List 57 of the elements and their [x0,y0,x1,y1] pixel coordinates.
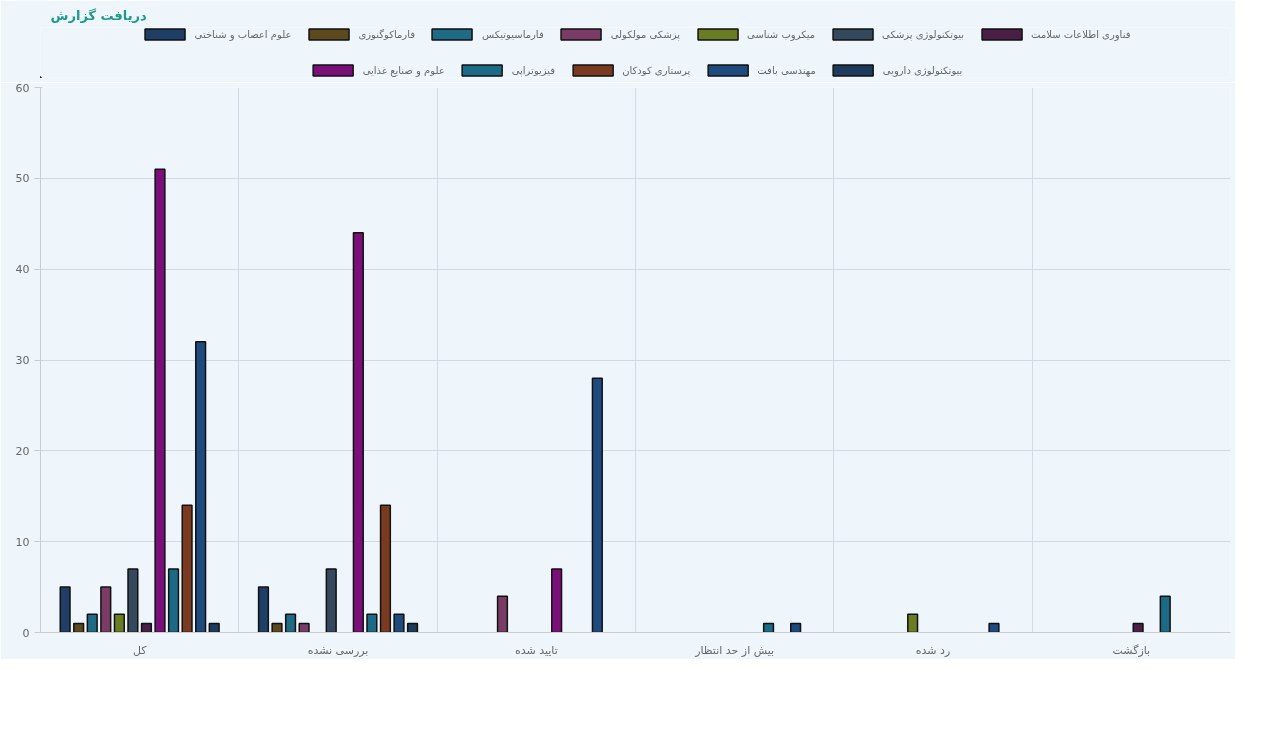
legend-label: علوم و صنایع غذایی [362,64,445,76]
bar [271,622,283,633]
y-tick-label: 60 [15,81,30,95]
bar [298,622,310,633]
bar [113,613,125,633]
x-tick-label: بررسی نشده [307,643,369,657]
x-tick-label: بیش از حد انتظار [694,643,775,657]
legend-label: بیوتکنولوژی پزشکی [882,28,965,40]
y-tick-label: 40 [15,263,30,277]
legend-label: میکروب شناسی [747,28,816,40]
x-tick-label: کل [132,643,148,657]
legend-label: فارماسیوتیکس [482,28,544,40]
bar [762,622,775,633]
legend-label: بیوتکنولوژی دارویی [882,64,963,76]
bar [257,586,270,633]
y-tick-label: 30 [15,354,30,367]
bar [1159,595,1171,633]
bar [59,586,71,633]
bar [127,568,139,633]
bar [790,622,802,633]
bar [86,613,98,633]
bar [1132,622,1144,633]
bar [195,341,207,633]
text: دریافت گزارش [50,7,148,23]
bar [208,622,220,633]
bar [352,232,364,633]
bar [496,595,509,633]
bar [393,613,405,633]
bar [284,613,297,633]
bar [988,622,1000,633]
bar [366,613,378,633]
legend-label: پزشکی مولکولی [610,28,681,40]
y-tick-label: 50 [15,172,30,186]
bar [551,568,563,633]
legend-label: فناوری اطلاعات سلامت [1031,28,1131,40]
legend-label: علوم اعصاب و شناختی [194,28,292,40]
bar [140,622,153,633]
legend-label: فیزیوتراپی [511,64,556,76]
y-tick-label: 10 [15,535,30,549]
y-tick-label: 0 [22,626,30,640]
legend-label: فارماکوگنوزی [358,28,415,40]
bar [73,622,85,633]
bar [167,568,180,633]
x-tick-label: رد شده [915,643,951,657]
legend-label: مهندسی بافت [757,64,816,76]
bar [379,504,392,633]
y-tick-label: 20 [15,444,30,458]
bar [325,568,337,633]
bar [591,377,603,633]
bar [907,613,919,633]
bar [154,168,166,633]
legend-label: پرستاری کودکان [622,64,691,76]
bar [406,622,419,633]
x-tick-label: بازگشت [1112,643,1151,657]
x-tick-label: تایید شده [514,643,558,657]
bar [181,504,193,633]
bar [100,586,112,633]
